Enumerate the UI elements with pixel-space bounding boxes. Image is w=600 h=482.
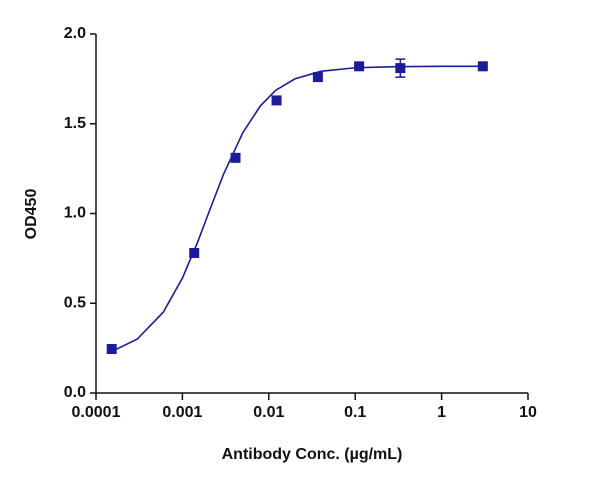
- fit-curve: [110, 65, 483, 353]
- data-point: [312, 72, 323, 83]
- y-tick-label: 0.0: [64, 384, 86, 401]
- y-tick-label: 0.5: [64, 294, 86, 311]
- x-tick-label: 1: [437, 404, 446, 421]
- data-point: [106, 344, 117, 355]
- data-point: [189, 247, 200, 258]
- x-tick-label: 0.01: [253, 404, 284, 421]
- y-axis-label: OD450: [23, 189, 40, 240]
- y-tick-label: 1.5: [64, 115, 86, 132]
- data-point: [230, 152, 241, 163]
- x-tick-label: 0.0001: [72, 404, 121, 421]
- x-axis-label: Antibody Conc. (µg/mL): [222, 446, 403, 463]
- data-point: [395, 63, 406, 74]
- x-tick-label: 0.001: [162, 404, 202, 421]
- x-tick-label: 0.1: [344, 404, 366, 421]
- data-point: [477, 61, 488, 72]
- data-point: [354, 61, 365, 72]
- x-tick-label: 10: [519, 404, 537, 421]
- y-tick-label: 2.0: [64, 25, 86, 42]
- y-tick-label: 1.0: [64, 205, 86, 222]
- data-point: [271, 95, 282, 106]
